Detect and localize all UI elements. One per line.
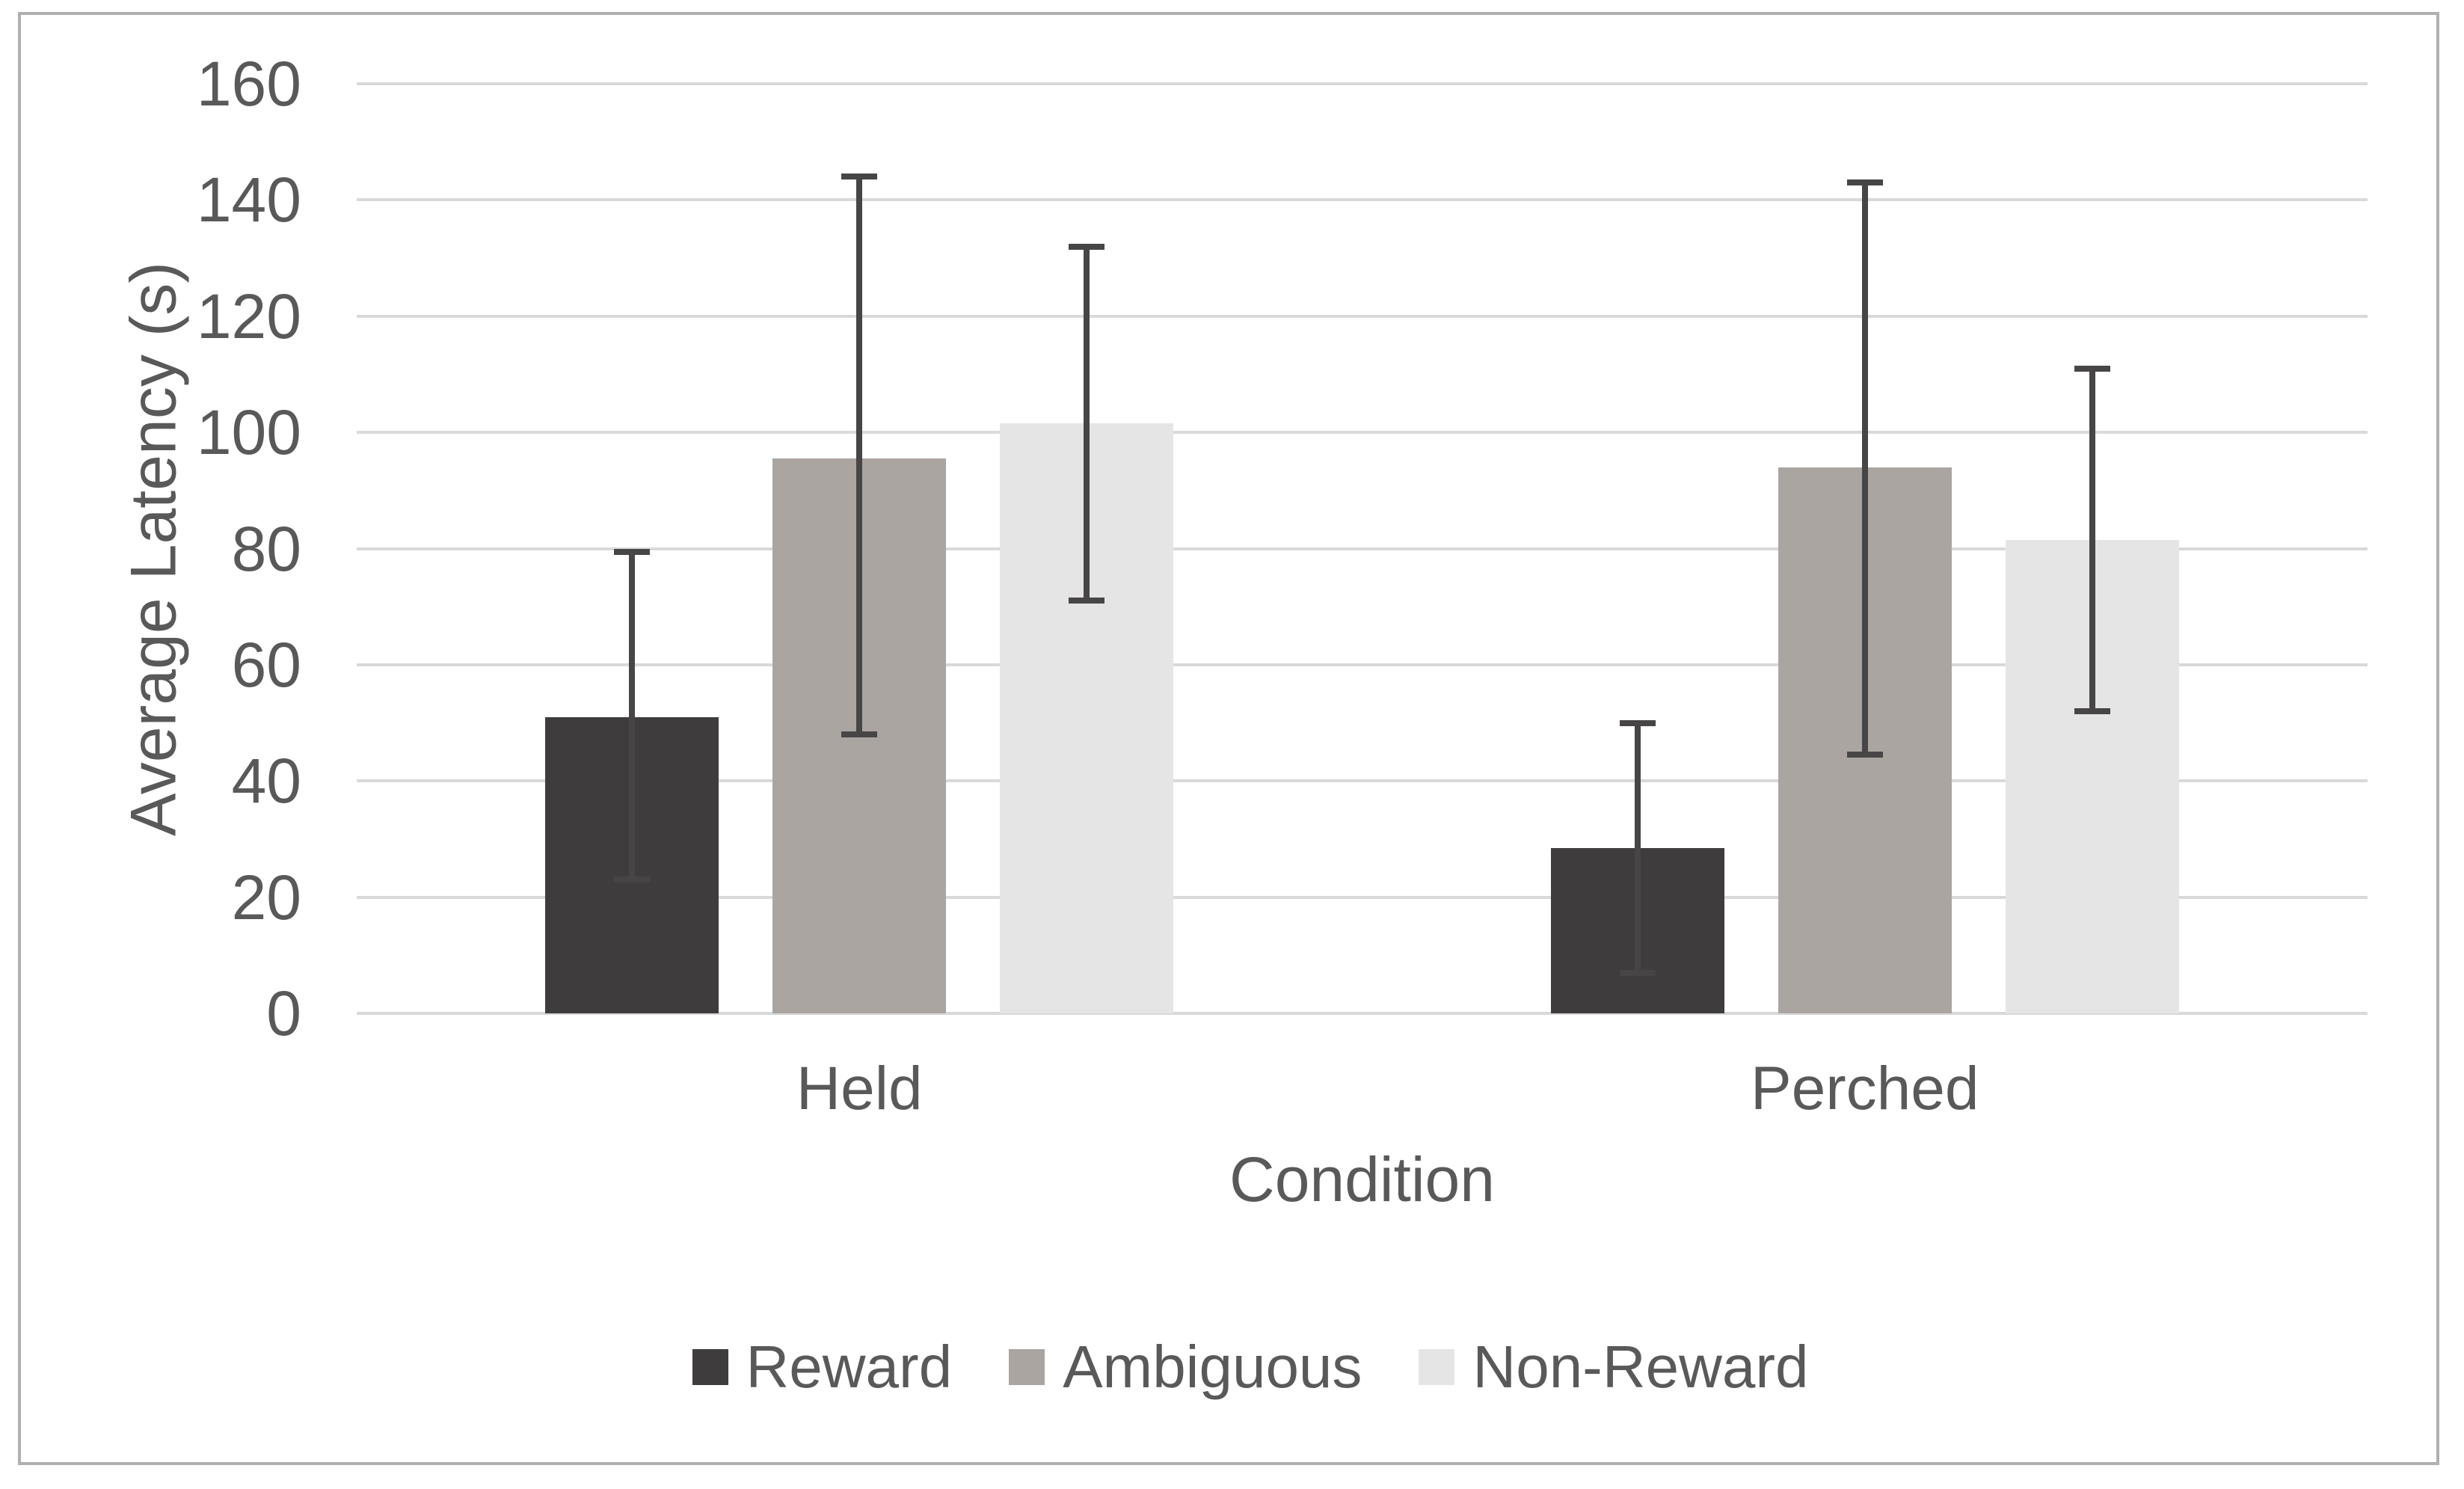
gridline-40 <box>357 779 2368 783</box>
y-tick-label-140: 140 <box>196 165 301 236</box>
legend-swatch-ambiguous <box>1009 1349 1045 1385</box>
gridline-60 <box>357 663 2368 666</box>
error-bar-cap-top <box>1846 179 1883 186</box>
error-bar-reward-held <box>614 548 651 883</box>
error-bar-non-reward-held <box>1069 243 1105 604</box>
error-bar-stem <box>1084 243 1090 604</box>
bar-non-reward-held <box>1000 243 1174 1013</box>
bar-reward-perched <box>1550 719 1724 1013</box>
legend: Reward Ambiguous Non-Reward <box>18 1337 2433 1397</box>
x-axis-title: Condition <box>1229 1144 1495 1215</box>
error-bar-stem <box>1634 719 1641 976</box>
gridline-0 <box>357 1012 2368 1015</box>
y-tick-label-40: 40 <box>231 746 301 817</box>
error-bar-ambiguous-perched <box>1846 179 1883 758</box>
error-bar-cap-bottom <box>1619 969 1656 976</box>
bar-ambiguous-held <box>772 174 947 1013</box>
bar-reward-held <box>545 548 719 1013</box>
y-tick-label-20: 20 <box>231 862 301 933</box>
gridline-140 <box>357 198 2368 202</box>
legend-swatch-non-reward <box>1419 1349 1455 1385</box>
error-bar-stem <box>2089 365 2095 714</box>
error-bar-cap-bottom <box>614 876 651 883</box>
gridline-120 <box>357 314 2368 318</box>
error-bar-cap-top <box>1069 243 1105 250</box>
bar-groups <box>357 84 2368 1013</box>
error-bar-reward-perched <box>1619 719 1656 976</box>
legend-item-ambiguous: Ambiguous <box>1009 1337 1362 1397</box>
bar-non-reward-perched <box>2005 365 2179 1013</box>
error-bar-cap-top <box>2074 365 2110 372</box>
error-bar-non-reward-perched <box>2074 365 2110 714</box>
bar-group-perched <box>1362 84 2368 1013</box>
error-bar-cap-bottom <box>1069 598 1105 604</box>
y-tick-label-80: 80 <box>231 513 301 584</box>
y-tick-label-120: 120 <box>196 280 301 351</box>
plot-area <box>357 82 2368 1015</box>
error-bar-cap-bottom <box>2074 707 2110 714</box>
error-bar-ambiguous-held <box>841 174 878 737</box>
legend-swatch-reward <box>692 1349 728 1385</box>
gridline-100 <box>357 431 2368 435</box>
error-bar-cap-top <box>1619 719 1656 726</box>
legend-label-ambiguous: Ambiguous <box>1063 1333 1362 1400</box>
error-bar-stem <box>856 174 863 737</box>
gridline-80 <box>357 547 2368 550</box>
y-tick-label-60: 60 <box>231 629 301 700</box>
chart-border-frame <box>18 12 2439 1465</box>
error-bar-stem <box>629 548 636 883</box>
y-tick-label-100: 100 <box>196 397 301 468</box>
x-axis-category-labels: Held Perched <box>357 1058 2368 1120</box>
bar-ambiguous-perched <box>1778 179 1952 1013</box>
gridline-160 <box>357 82 2368 85</box>
legend-label-reward: Reward <box>746 1333 953 1400</box>
legend-label-non-reward: Non-Reward <box>1472 1333 1809 1400</box>
category-label-perched: Perched <box>1751 1054 1979 1123</box>
gridline-20 <box>357 895 2368 899</box>
y-tick-label-0: 0 <box>266 978 301 1049</box>
legend-item-reward: Reward <box>692 1333 953 1400</box>
y-tick-label-160: 160 <box>196 49 301 119</box>
error-bar-stem <box>1861 179 1868 758</box>
legend-item-non-reward: Non-Reward <box>1419 1337 1808 1397</box>
bar-group-held <box>357 84 1362 1013</box>
error-bar-cap-top <box>841 174 878 180</box>
category-label-held: Held <box>796 1054 923 1123</box>
error-bar-cap-top <box>614 548 651 555</box>
error-bar-cap-bottom <box>841 731 878 737</box>
error-bar-cap-bottom <box>1846 752 1883 758</box>
